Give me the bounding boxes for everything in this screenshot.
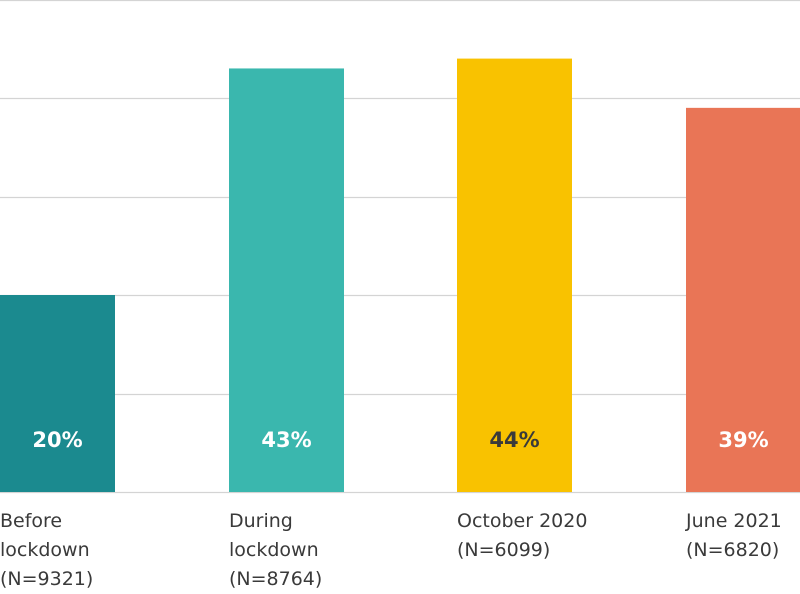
category-label: June 2021	[685, 510, 782, 532]
category-label: October 2020	[457, 510, 587, 532]
category-label: (N=6099)	[457, 539, 550, 561]
category-label: lockdown	[0, 539, 90, 561]
bar	[229, 68, 344, 492]
category-labels: Before lockdown (N=9321) During lockdown (N=8…	[0, 510, 782, 590]
bar	[0, 295, 115, 492]
category-label: (N=8764)	[229, 568, 322, 590]
bar	[457, 58, 572, 492]
data-label: 20%	[32, 428, 82, 452]
category-label: (N=9321)	[0, 568, 93, 590]
value-labels: 20% 43% 44% 39%	[32, 428, 768, 452]
data-label: 44%	[489, 428, 539, 452]
category-label: (N=6820)	[686, 539, 779, 561]
bars	[0, 58, 800, 492]
data-label: 39%	[718, 428, 768, 452]
bar	[686, 107, 800, 492]
category-label: Before	[0, 510, 62, 532]
data-label: 43%	[261, 428, 311, 452]
category-label: lockdown	[229, 539, 319, 561]
category-label: During	[229, 510, 293, 532]
gridlines	[0, 0, 800, 494]
